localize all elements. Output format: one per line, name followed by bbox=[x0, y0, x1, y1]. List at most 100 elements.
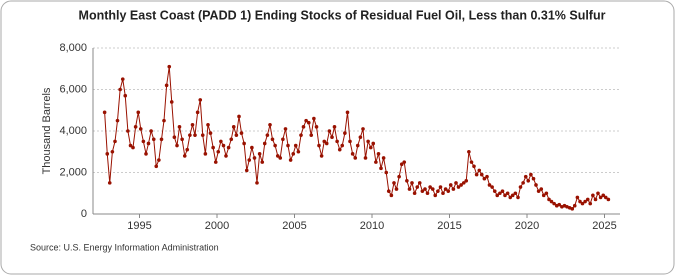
x-tick-label: 1995 bbox=[127, 220, 151, 232]
data-point bbox=[128, 143, 133, 148]
y-axis-label: Thousand Barrels bbox=[41, 87, 53, 174]
data-point bbox=[412, 191, 417, 196]
data-point bbox=[394, 187, 399, 191]
data-point bbox=[304, 118, 308, 123]
data-point bbox=[126, 129, 130, 133]
data-point bbox=[423, 187, 427, 191]
data-point bbox=[397, 174, 401, 179]
data-point bbox=[164, 83, 169, 88]
data-point bbox=[443, 187, 448, 191]
data-point bbox=[379, 166, 383, 171]
data-point bbox=[138, 127, 143, 131]
data-point bbox=[596, 191, 600, 196]
data-point bbox=[337, 147, 342, 152]
data-point bbox=[570, 207, 575, 211]
data-point bbox=[226, 145, 231, 150]
data-point bbox=[260, 160, 265, 164]
data-point bbox=[312, 116, 316, 121]
data-point bbox=[327, 129, 332, 133]
data-point bbox=[363, 156, 368, 160]
data-point bbox=[510, 193, 515, 198]
data-point bbox=[107, 181, 112, 185]
data-point bbox=[275, 154, 280, 158]
data-point bbox=[208, 131, 213, 135]
data-point bbox=[136, 110, 141, 115]
data-point bbox=[105, 152, 110, 156]
x-tick-label: 2010 bbox=[360, 220, 384, 232]
data-point bbox=[151, 137, 156, 142]
data-point bbox=[433, 193, 438, 198]
data-point bbox=[200, 133, 205, 137]
data-point bbox=[575, 195, 580, 200]
data-point bbox=[474, 172, 479, 177]
data-point bbox=[549, 199, 554, 204]
data-point bbox=[601, 193, 606, 198]
data-point bbox=[167, 64, 172, 69]
data-point bbox=[211, 145, 215, 150]
data-point bbox=[309, 133, 314, 137]
data-point bbox=[268, 122, 272, 127]
data-point bbox=[157, 158, 161, 162]
data-point bbox=[516, 195, 520, 200]
data-point bbox=[446, 189, 451, 193]
y-tick-label: 8,000 bbox=[59, 42, 87, 54]
data-point bbox=[508, 195, 513, 200]
data-point bbox=[591, 193, 595, 198]
data-point bbox=[231, 125, 236, 129]
data-point bbox=[487, 183, 492, 187]
x-tick-label: 2005 bbox=[282, 220, 306, 232]
data-point bbox=[430, 187, 435, 191]
data-point bbox=[120, 77, 125, 81]
data-point bbox=[286, 143, 290, 148]
data-point bbox=[368, 145, 373, 150]
data-point bbox=[296, 149, 301, 154]
data-point bbox=[485, 174, 489, 179]
data-point bbox=[283, 127, 288, 131]
data-point bbox=[374, 160, 378, 164]
data-point bbox=[113, 139, 117, 144]
data-point bbox=[358, 135, 363, 140]
data-point bbox=[482, 176, 487, 181]
data-point bbox=[536, 189, 541, 193]
data-point bbox=[162, 118, 166, 123]
data-point bbox=[185, 147, 190, 152]
data-point bbox=[278, 156, 283, 160]
y-tick-label: 6,000 bbox=[59, 83, 87, 95]
data-point bbox=[252, 156, 257, 160]
data-point bbox=[299, 133, 303, 137]
data-point bbox=[175, 143, 179, 148]
y-tick-label: 0 bbox=[81, 208, 87, 220]
data-point bbox=[469, 160, 474, 164]
data-point bbox=[340, 143, 345, 148]
data-point bbox=[585, 197, 590, 202]
data-point bbox=[417, 181, 422, 185]
data-point bbox=[177, 125, 182, 129]
y-tick-label: 2,000 bbox=[59, 166, 87, 178]
data-point bbox=[402, 160, 407, 164]
data-point bbox=[219, 139, 223, 144]
data-point bbox=[436, 189, 440, 193]
data-point bbox=[441, 191, 445, 196]
data-point bbox=[464, 179, 469, 183]
data-point bbox=[169, 100, 174, 104]
data-point bbox=[234, 133, 239, 137]
data-point bbox=[237, 114, 241, 119]
data-point bbox=[593, 197, 598, 202]
data-point bbox=[454, 181, 458, 185]
data-point bbox=[518, 185, 523, 189]
data-point bbox=[322, 139, 327, 144]
data-point bbox=[288, 158, 293, 162]
data-point bbox=[588, 201, 593, 206]
data-point bbox=[479, 172, 484, 177]
data-point bbox=[141, 139, 146, 144]
data-point bbox=[580, 201, 585, 206]
data-point bbox=[154, 164, 159, 169]
data-point bbox=[355, 143, 360, 148]
data-point bbox=[250, 145, 254, 150]
data-point bbox=[472, 164, 476, 169]
data-point bbox=[239, 131, 244, 135]
data-point bbox=[598, 195, 603, 200]
data-point bbox=[306, 120, 311, 125]
chart-title: Monthly East Coast (PADD 1) Ending Stock… bbox=[79, 8, 606, 22]
